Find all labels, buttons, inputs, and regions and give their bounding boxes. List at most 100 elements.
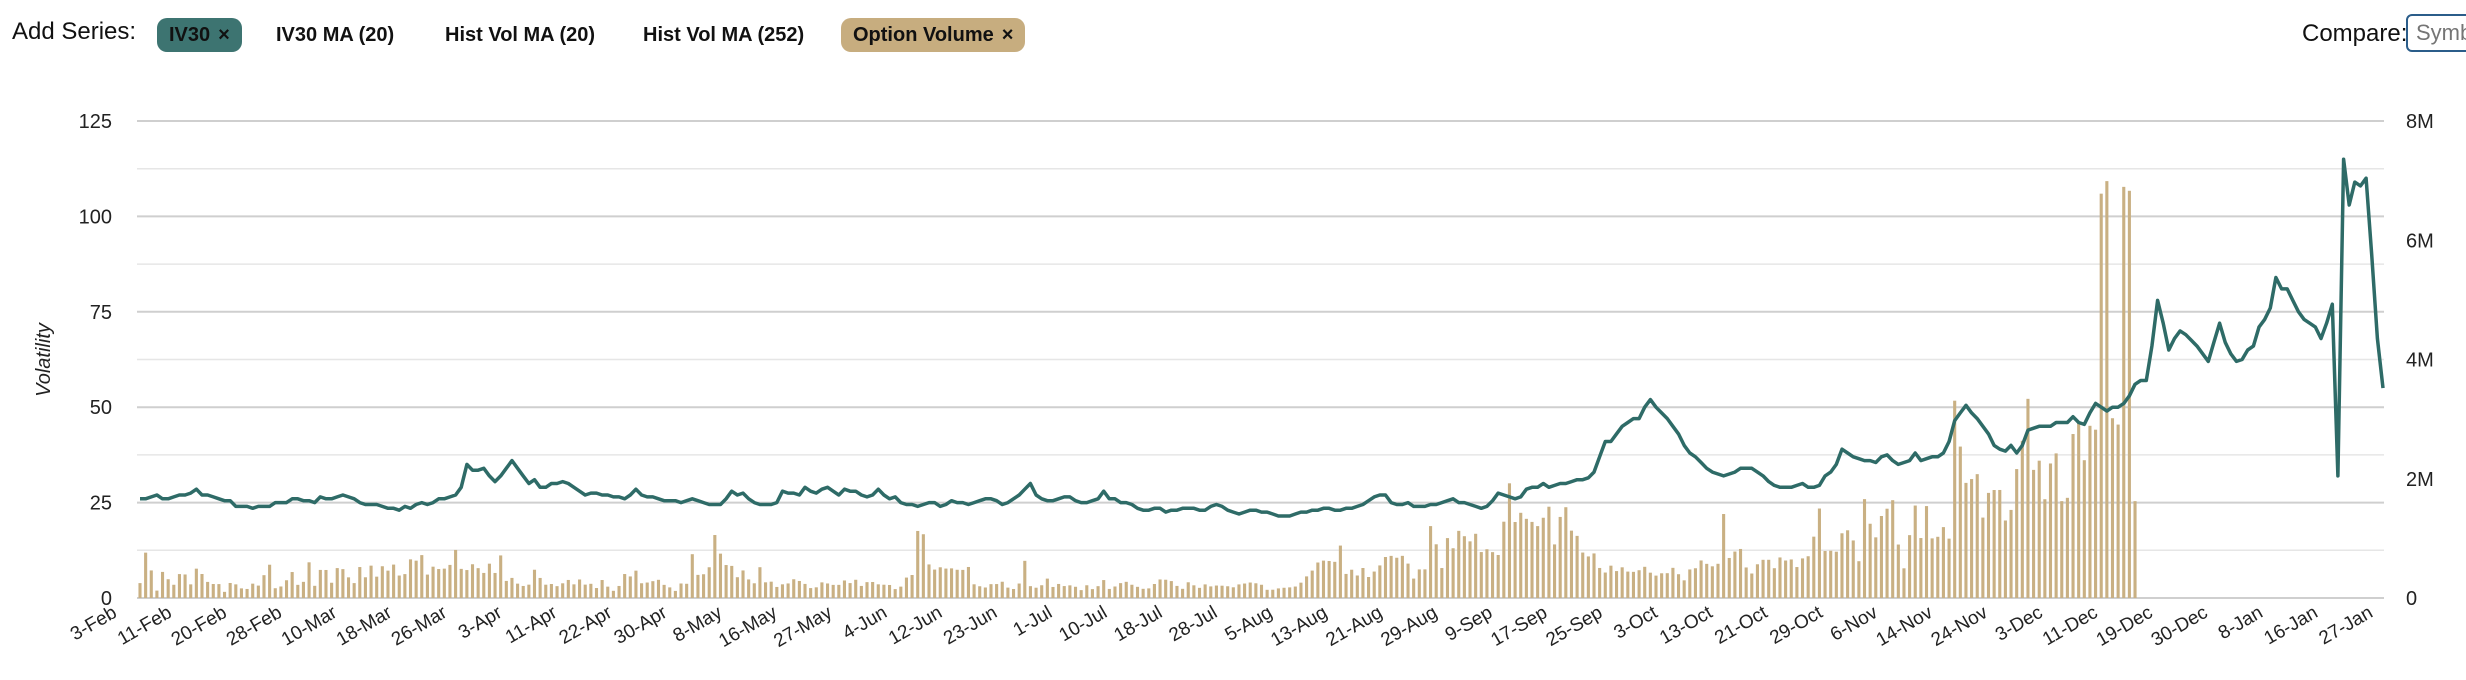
volume-bar [1637,570,1641,598]
volume-bar [1620,567,1624,598]
volume-bar [1547,506,1551,598]
volume-bar [1192,585,1196,598]
volume-bar [1800,558,1805,598]
volume-bar [656,579,661,598]
volume-bar [741,570,745,598]
volume-bar [1288,587,1292,598]
x-tick-label: 13-Aug [1267,602,1331,651]
x-tick-label: 3-Feb [67,602,120,645]
y-axis-label: Volatility [33,322,55,397]
volume-bar [758,567,762,598]
volume-bar [1671,567,1675,598]
volume-bar [1124,581,1128,598]
volume-bar [1738,548,1743,598]
volume-bar [673,590,677,598]
volume-bar [470,564,475,598]
volume-bar [1051,586,1055,598]
series-pill-iv30[interactable]: IV30 × [157,18,242,52]
volume-bar [1158,579,1162,598]
volume-bar [2003,520,2007,598]
right-tick-label: 8M [2406,111,2434,133]
volume-bar [420,555,424,598]
volume-bar [1220,585,1224,598]
left-tick-label: 125 [79,111,112,133]
volume-bar [2133,501,2137,598]
volume-bar [797,580,801,598]
volume-bar [1462,536,1466,598]
volume-bar [493,572,497,598]
close-icon[interactable]: × [218,24,230,46]
volume-bar [1857,561,1861,598]
right-tick-label: 4M [2406,350,2434,372]
volume-bar [1936,536,1940,598]
x-tick-label: 30-Apr [611,602,671,649]
volume-bar [1119,583,1123,598]
series-button-hist-vol-ma-252[interactable]: Hist Vol MA (252) [631,18,816,52]
volume-bar [1868,523,1872,598]
series-pill-option-volume[interactable]: Option Volume × [841,18,1026,52]
x-tick-label: 3-Dec [1992,602,2046,646]
volume-bar [1626,571,1630,598]
x-tick-label: 18-Mar [333,602,396,651]
volume-bar [1902,568,1906,598]
volume-bar [1688,569,1692,598]
volume-bar [1045,578,1049,598]
volume-bar [1733,551,1737,598]
series-button-iv30-ma[interactable]: IV30 MA (20) [264,18,406,52]
volume-bar [831,584,835,598]
add-series-label: Add Series: [12,18,137,45]
volume-bar [1169,581,1173,598]
volume-bar [2037,460,2041,598]
compare-symbol-input[interactable] [2406,14,2466,52]
volume-bar [1113,586,1117,598]
volume-bar [1265,589,1269,598]
volume-bar [1474,533,1478,598]
volume-bar [1519,512,1523,598]
volume-bar [2077,422,2081,598]
volume-bar [1660,573,1664,598]
x-tick-label: 19-Dec [2093,602,2157,651]
volume-bar [397,575,401,598]
volume-bar [1254,583,1258,598]
volume-bar [1321,560,1326,598]
volume-bar [1778,557,1782,598]
volume-bar [1333,561,1337,598]
x-tick-label: 9-Sep [1442,602,1496,646]
volume-bar [363,577,367,598]
volume-bar [933,569,937,598]
volume-bar [1789,559,1793,598]
volume-bar [239,588,243,598]
close-icon[interactable]: × [1001,24,1014,46]
volume-bar [1530,521,1534,598]
volume-bar [1147,588,1151,598]
volume-bar [1874,537,1878,598]
volume-bar [887,584,892,598]
volume-bar [532,569,537,598]
volume-bar [938,567,942,598]
volume-bar [1507,483,1512,598]
volume-bar [1400,555,1404,598]
volume-bar [1141,588,1145,598]
x-tick-label: 16-Jan [2261,602,2322,649]
volume-bar [1755,564,1759,598]
x-tick-label: 5-Aug [1222,602,1276,646]
x-tick-label: 27-Jan [2316,602,2377,649]
volume-bar [335,568,339,598]
volume-bar [1795,567,1799,598]
volume-bar [747,579,751,598]
x-tick-label: 8-May [670,602,727,647]
volume-bar [251,583,255,598]
volume-bar [1367,576,1371,598]
x-tick-label: 11-Apr [502,602,561,648]
volume-bar [2060,501,2064,598]
volume-bar [262,575,266,598]
volume-bar [1243,583,1247,598]
x-tick-label: 8-Jan [2215,602,2267,644]
series-button-hist-vol-ma-20[interactable]: Hist Vol MA (20) [433,18,607,52]
volume-bar [1006,587,1010,598]
x-tick-label: 21-Oct [1711,602,1772,649]
volume-bar [1603,572,1607,598]
volume-bar [611,590,615,598]
volume-bar [1429,526,1433,598]
series-toolbar: Add Series: IV30 × IV30 MA (20) Hist Vol … [0,0,2466,70]
